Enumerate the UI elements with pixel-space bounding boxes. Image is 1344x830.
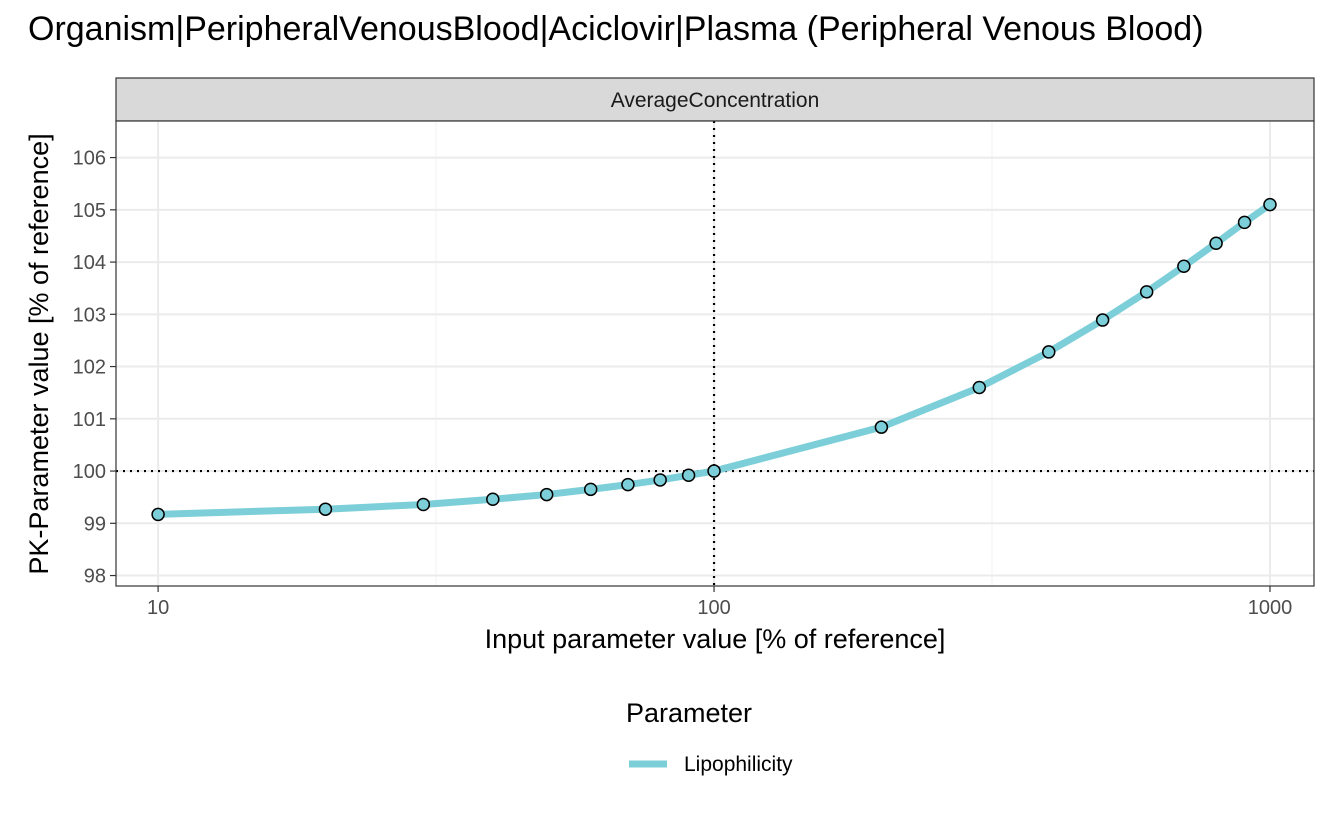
legend-label: Lipophilicity <box>684 753 793 776</box>
legend: Lipophilicity <box>629 753 793 776</box>
data-point <box>1041 345 1056 359</box>
y-tick-label: 106 <box>73 148 106 170</box>
y-tick-label: 103 <box>73 304 106 326</box>
data-point <box>707 464 721 478</box>
data-point <box>1177 259 1191 273</box>
data-point <box>621 477 635 492</box>
data-point <box>972 380 987 395</box>
y-tick-label: 99 <box>84 513 106 535</box>
facet-strip <box>115 77 1315 122</box>
chart-title: Organism|PeripheralVenousBlood|Aciclovir… <box>28 10 1204 48</box>
data-point <box>874 420 889 434</box>
data-point <box>1095 313 1110 327</box>
y-tick-label: 100 <box>73 461 106 483</box>
x-axis-title: Input parameter value [% of reference] <box>485 624 946 654</box>
y-tick-label: 102 <box>73 357 106 379</box>
data-point <box>653 473 667 487</box>
data-point <box>681 468 696 482</box>
facet-label: AverageConcentration <box>611 89 820 112</box>
axes: 10 100 1000 98 99 100 101 102 103 104 105 106 <box>73 148 1293 619</box>
reference-lines <box>116 121 1314 586</box>
data-point <box>1237 215 1252 230</box>
y-axis-title: PK-Parameter value [% of reference] <box>24 133 54 574</box>
data-point <box>318 502 333 516</box>
series-layer <box>151 197 1277 522</box>
data-point <box>151 507 165 522</box>
data-point <box>486 492 500 507</box>
legend-title: Parameter <box>626 698 752 728</box>
data-point <box>416 497 431 512</box>
data-point <box>1209 236 1223 251</box>
x-tick-label: 1000 <box>1248 597 1293 619</box>
y-tick-label: 101 <box>73 409 106 431</box>
y-tick-label: 104 <box>73 252 106 274</box>
data-point <box>1263 197 1277 212</box>
x-tick-label: 100 <box>697 597 730 619</box>
x-tick-label: 10 <box>147 597 169 619</box>
data-point <box>583 482 598 497</box>
panel-border <box>115 120 1315 587</box>
data-point <box>539 487 554 502</box>
data-point <box>1139 285 1154 299</box>
y-tick-label: 105 <box>73 200 106 222</box>
y-tick-label: 98 <box>84 566 106 588</box>
